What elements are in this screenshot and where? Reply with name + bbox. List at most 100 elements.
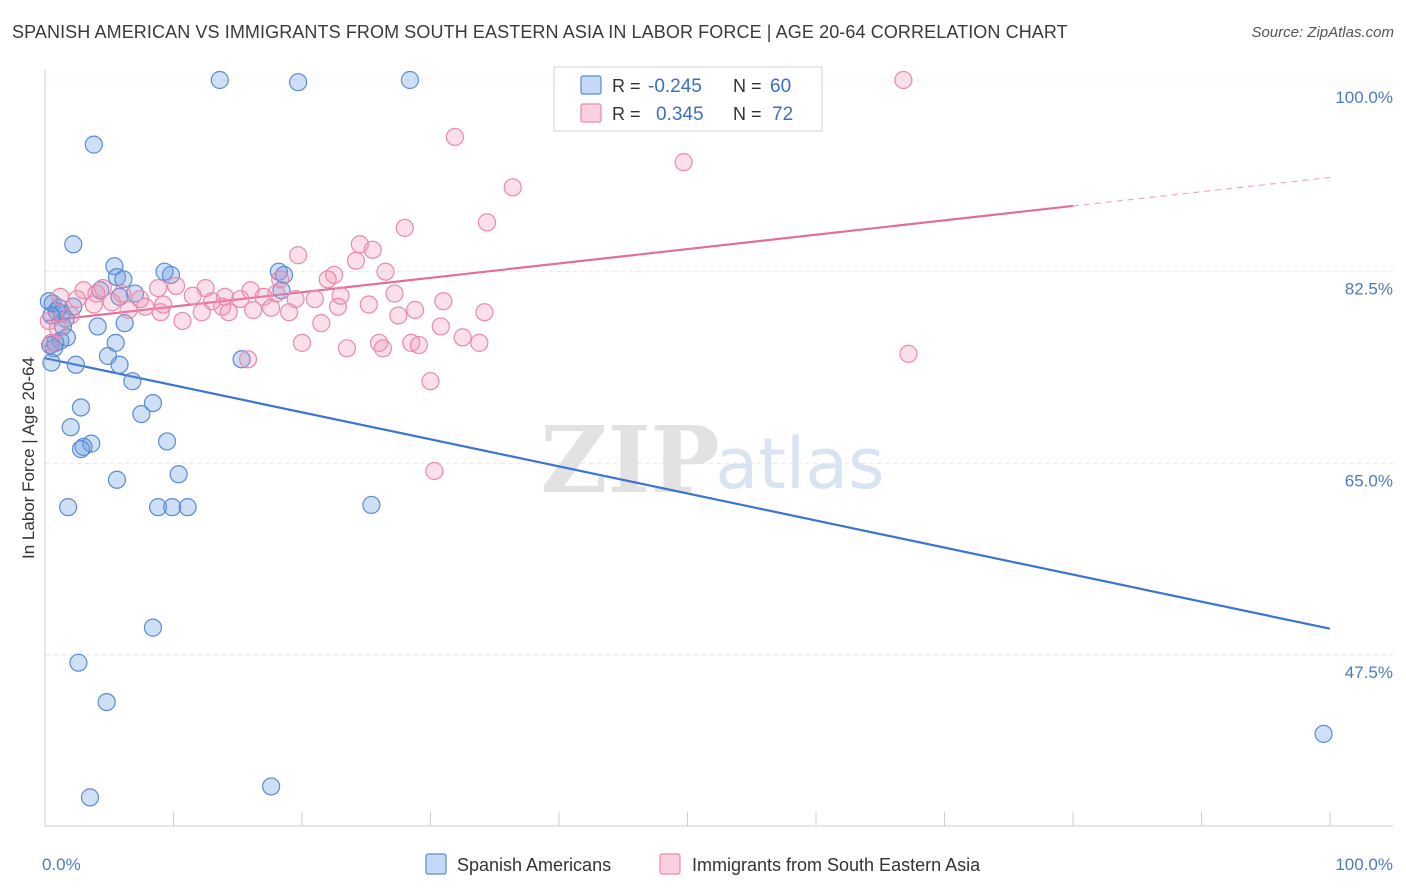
point-immigrant-se-asia (51, 287, 70, 306)
point-spanish-american (97, 692, 116, 712)
legend-label-spanish: Spanish Americans (457, 855, 611, 875)
watermark-atlas: atlas (715, 423, 884, 505)
point-immigrant-se-asia (151, 303, 170, 322)
point-spanish-american (210, 70, 229, 90)
point-spanish-american (123, 372, 142, 391)
stats-r-label-spanish: R = (612, 76, 641, 96)
axis-layer: 47.5% 65.0% 82.5% 100.0% 0.0% 100.0% (42, 70, 1393, 874)
point-spanish-american (132, 404, 151, 424)
point-spanish-american (71, 439, 91, 459)
point-spanish-american (143, 393, 163, 413)
trend-line-spanish-american (44, 357, 1331, 630)
point-immigrant-se-asia (271, 270, 290, 289)
trend-layer (44, 176, 1331, 630)
point-immigrant-se-asia (470, 333, 489, 352)
stats-n-label-immigrants: N = (733, 104, 762, 124)
point-immigrant-se-asia (337, 339, 357, 358)
point-spanish-american (105, 257, 124, 276)
point-immigrant-se-asia (318, 270, 337, 289)
stats-n-value-spanish: 60 (770, 76, 791, 97)
point-immigrant-se-asia (373, 339, 393, 358)
point-immigrant-se-asia (405, 300, 425, 320)
point-immigrant-se-asia (421, 372, 440, 391)
point-immigrant-se-asia (102, 293, 121, 312)
point-spanish-american (161, 265, 181, 285)
point-immigrant-se-asia (328, 297, 348, 316)
y-tick-label: 82.5% (1345, 280, 1393, 299)
point-immigrant-se-asia (899, 344, 918, 363)
point-immigrant-se-asia (395, 218, 414, 237)
point-spanish-american (1314, 724, 1333, 743)
stats-r-label-immigrants: R = (612, 104, 641, 124)
point-spanish-american (59, 498, 78, 517)
y-tick-label: 65.0% (1345, 471, 1393, 490)
trend-line-immigrant-se-asia (44, 204, 1074, 323)
point-immigrant-se-asia (61, 306, 80, 325)
point-spanish-american (80, 788, 100, 807)
point-spanish-american (125, 284, 145, 303)
y-axis-title: In Labor Force | Age 20-64 (19, 357, 38, 559)
point-immigrant-se-asia (183, 286, 202, 305)
point-immigrant-se-asia (346, 251, 366, 270)
point-spanish-american (269, 262, 288, 281)
point-immigrant-se-asia (305, 289, 324, 309)
point-spanish-american (169, 465, 188, 484)
point-immigrant-se-asia (445, 127, 465, 147)
point-immigrant-se-asia (503, 178, 522, 197)
point-spanish-american (163, 498, 182, 517)
point-immigrant-se-asia (331, 286, 350, 305)
point-spanish-american (64, 235, 83, 254)
point-spanish-american (61, 418, 80, 437)
stats-n-label-spanish: N = (733, 76, 762, 96)
point-immigrant-se-asia (292, 333, 312, 352)
point-spanish-american (114, 270, 133, 289)
point-immigrant-se-asia (262, 298, 281, 317)
point-immigrant-se-asia (674, 153, 693, 172)
point-spanish-american (362, 495, 381, 515)
point-immigrant-se-asia (409, 335, 429, 355)
trend-line-extension (1072, 176, 1331, 207)
x-tick-label-min: 0.0% (42, 855, 81, 874)
point-immigrant-se-asia (385, 284, 404, 303)
point-immigrant-se-asia (68, 289, 87, 309)
point-spanish-american (88, 317, 107, 336)
point-immigrant-se-asia (202, 292, 222, 311)
x-tick-label-max: 100.0% (1335, 855, 1393, 874)
point-spanish-american (143, 618, 163, 637)
point-immigrant-se-asia (431, 317, 450, 336)
point-spanish-american (69, 653, 88, 672)
point-spanish-american (84, 135, 103, 154)
point-spanish-american (289, 73, 308, 92)
point-spanish-american (74, 437, 93, 457)
point-immigrant-se-asia (312, 314, 331, 333)
point-immigrant-se-asia (434, 292, 453, 311)
stats-swatch-spanish (580, 75, 602, 95)
point-spanish-american (42, 353, 61, 372)
point-immigrant-se-asia (363, 240, 382, 259)
watermark-zip: ZIP (540, 406, 719, 514)
points-layer (39, 70, 1333, 807)
stats-swatch-immigrants (580, 103, 602, 123)
point-immigrant-se-asia (894, 70, 913, 90)
point-immigrant-se-asia (425, 461, 444, 481)
point-immigrant-se-asia (93, 278, 112, 298)
point-immigrant-se-asia (136, 297, 155, 316)
point-immigrant-se-asia (389, 306, 408, 325)
point-immigrant-se-asia (376, 262, 395, 281)
point-spanish-american (148, 498, 168, 517)
legend-swatch-immigrants (659, 853, 681, 875)
legend-label-immigrants: Immigrants from South Eastern Asia (692, 855, 981, 875)
chart-source: Source: ZipAtlas.com (1251, 24, 1394, 41)
stats-r-value-spanish: -0.245 (648, 76, 702, 97)
point-immigrant-se-asia (267, 284, 286, 303)
y-tick-label: 100.0% (1335, 88, 1393, 107)
stats-r-value-immigrants: 0.345 (656, 104, 704, 125)
chart-title: SPANISH AMERICAN VS IMMIGRANTS FROM SOUT… (12, 22, 1068, 42)
point-spanish-american (262, 777, 281, 796)
stats-box: R = -0.245 N = 60 R = 0.345 N = 72 (553, 66, 823, 132)
legend-swatch-spanish (425, 853, 447, 875)
legend: Spanish Americans Immigrants from South … (425, 853, 981, 875)
point-immigrant-se-asia (231, 289, 250, 309)
y-tick-label: 47.5% (1345, 663, 1393, 682)
